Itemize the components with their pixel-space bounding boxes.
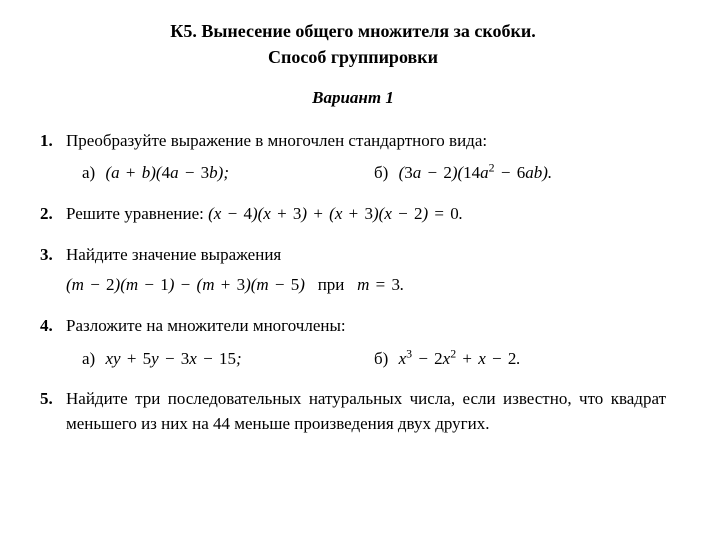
problem-4-b: б) x3 − 2x2 + x − 2. (374, 347, 666, 372)
problem-4-b-formula: x3 − 2x2 + x − 2. (399, 349, 521, 368)
problem-3-number: 3. (40, 243, 66, 298)
problem-2-text: Решите уравнение: (66, 204, 204, 223)
problem-4: 4. Разложите на множители многочлены: а)… (40, 314, 666, 371)
problem-4-a-label: а) (82, 349, 95, 368)
problem-1-a-formula: (a + b)(4a − 3b); (105, 163, 229, 182)
problem-1-subparts: а) (a + b)(4a − 3b); б) (3a − 2)(14a2 − … (66, 161, 666, 186)
problem-1-body: Преобразуйте выражение в многочлен станд… (66, 129, 666, 186)
problem-4-subparts: а) xy + 5y − 3x − 15; б) x3 − 2x2 + x − … (66, 347, 666, 372)
problem-2-number: 2. (40, 202, 66, 227)
problem-5-text: Найдите три последовательных натуральных… (66, 387, 666, 436)
problem-1-a-label: а) (82, 163, 95, 182)
problem-5: 5. Найдите три последовательных натураль… (40, 387, 666, 436)
problem-5-body: Найдите три последовательных натуральных… (66, 387, 666, 436)
problem-4-a-formula: xy + 5y − 3x − 15; (105, 349, 241, 368)
document-title: К5. Вынесение общего множителя за скобки… (40, 18, 666, 70)
problem-1-b-formula: (3a − 2)(14a2 − 6ab). (399, 163, 553, 182)
problem-1-b: б) (3a − 2)(14a2 − 6ab). (374, 161, 666, 186)
problem-3: 3. Найдите значение выражения (m − 2)(m … (40, 243, 666, 298)
problem-2-formula: (x − 4)(x + 3) + (x + 3)(x − 2) = 0. (208, 204, 463, 223)
problem-1-b-label: б) (374, 163, 388, 182)
title-line-2: Способ группировки (40, 44, 666, 70)
problem-1: 1. Преобразуйте выражение в многочлен ст… (40, 129, 666, 186)
problem-1-text: Преобразуйте выражение в многочлен станд… (66, 129, 666, 154)
problem-3-cond-label: при (318, 275, 345, 294)
problem-4-body: Разложите на множители многочлены: а) xy… (66, 314, 666, 371)
problem-3-formula: (m − 2)(m − 1) − (m + 3)(m − 5) (66, 275, 305, 294)
problem-2: 2. Решите уравнение: (x − 4)(x + 3) + (x… (40, 202, 666, 227)
problem-4-number: 4. (40, 314, 66, 371)
variant-label: Вариант 1 (40, 86, 666, 111)
problem-4-b-label: б) (374, 349, 388, 368)
problem-4-text: Разложите на множители многочлены: (66, 314, 666, 339)
problem-4-a: а) xy + 5y − 3x − 15; (82, 347, 374, 372)
problem-5-number: 5. (40, 387, 66, 436)
problem-3-cond: m = 3. (357, 275, 404, 294)
problem-3-body: Найдите значение выражения (m − 2)(m − 1… (66, 243, 666, 298)
problem-1-number: 1. (40, 129, 66, 186)
problem-2-body: Решите уравнение: (x − 4)(x + 3) + (x + … (66, 202, 666, 227)
title-line-1: К5. Вынесение общего множителя за скобки… (40, 18, 666, 44)
problem-3-text: Найдите значение выражения (66, 243, 666, 268)
problem-3-formula-line: (m − 2)(m − 1) − (m + 3)(m − 5) при m = … (66, 273, 666, 298)
problem-1-a: а) (a + b)(4a − 3b); (82, 161, 374, 186)
